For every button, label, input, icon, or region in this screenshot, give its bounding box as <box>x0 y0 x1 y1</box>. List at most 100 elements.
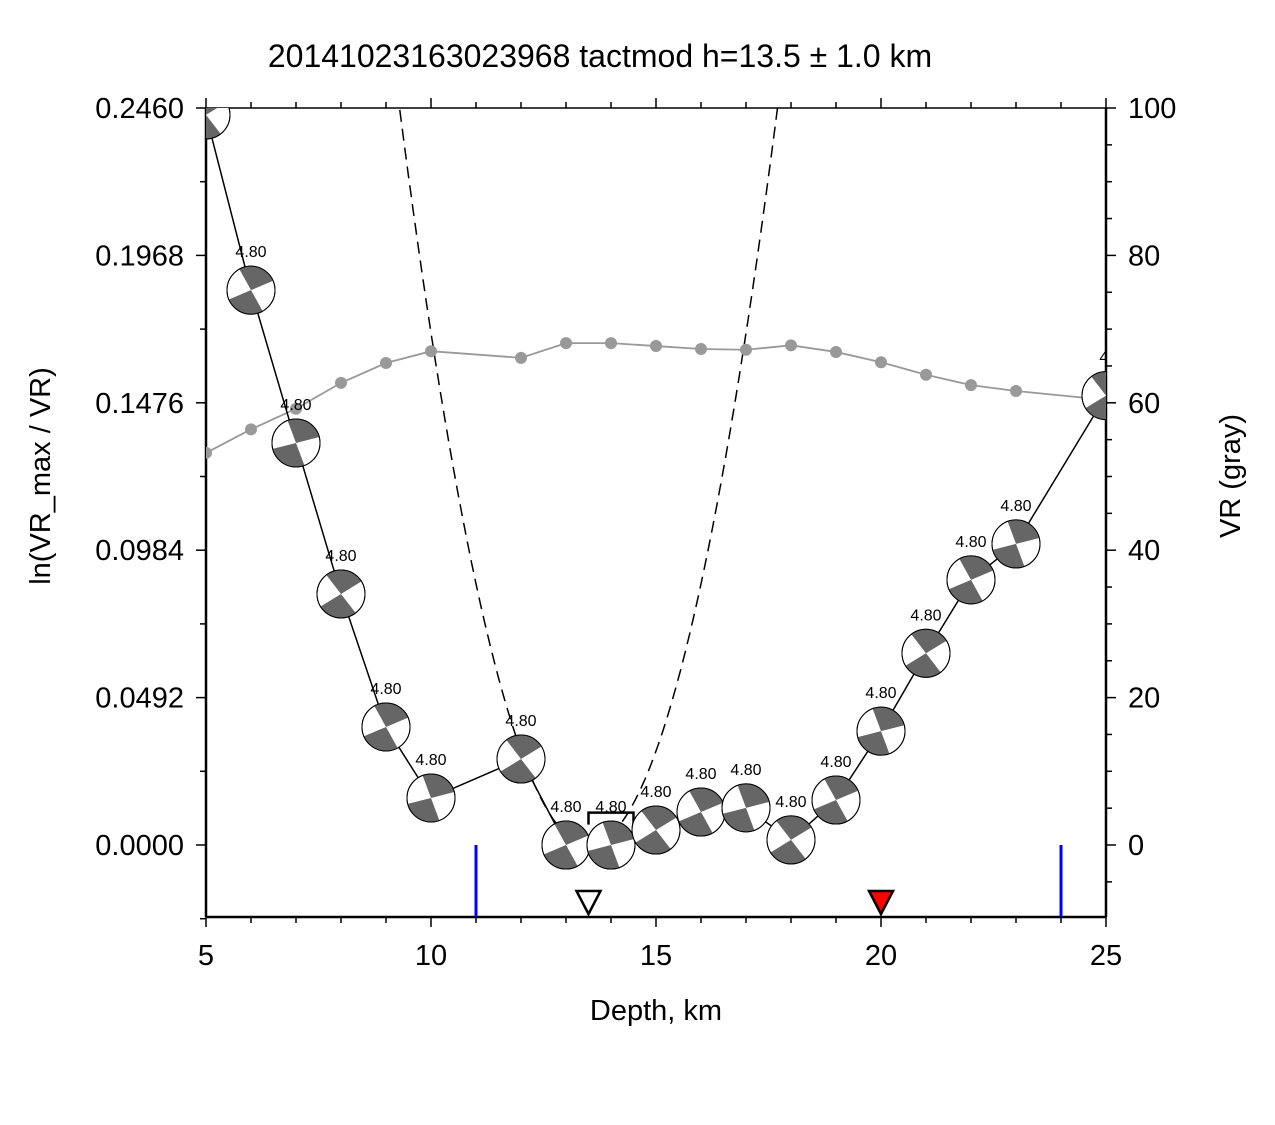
beachball-outline <box>901 628 951 678</box>
beachball-outline <box>631 805 681 855</box>
beachball-compression-quadrant <box>824 776 859 801</box>
misfit-line <box>206 114 1106 846</box>
x-tick-label: 20 <box>865 940 897 972</box>
magnitude-label: 4.80 <box>280 397 311 414</box>
vr-point <box>245 423 257 436</box>
beachball-outline <box>361 702 411 752</box>
magnitude-label: 4.80 <box>685 766 716 783</box>
y-tick-label: 0.2460 <box>95 93 184 125</box>
beachball-outline <box>271 418 321 468</box>
beachball-compression-quadrant <box>813 800 848 825</box>
beachball-outline <box>406 773 456 823</box>
magnitude-label: 4.80 <box>865 685 896 702</box>
focal-mechanism-beachball: 4.80 <box>226 244 276 315</box>
beachball-compression-quadrant <box>374 702 409 727</box>
beachball-compression-quadrant <box>641 806 677 831</box>
beachball-compression-quadrant <box>554 821 589 845</box>
beachball-compression-quadrant <box>239 266 274 291</box>
y-tick-label: 0.1476 <box>95 388 184 420</box>
focal-mechanism-beachball <box>206 108 231 140</box>
magnitude-label: 4.80 <box>955 534 986 551</box>
vr-point <box>206 446 212 459</box>
parabola-fit-line <box>398 108 779 846</box>
beachball-compression-quadrant <box>770 839 806 864</box>
x-tick-label: 10 <box>415 940 447 972</box>
magnitude-label: 4.80 <box>910 607 941 624</box>
beachball-compression-quadrant <box>543 845 578 869</box>
beachball-compression-quadrant <box>206 114 221 139</box>
focal-mechanism-beachball: 4.80 <box>721 762 771 833</box>
magnitude-label: 4.80 <box>1000 498 1031 515</box>
y-right-tick-label: 40 <box>1128 535 1160 567</box>
focal-mechanism-beachball: 4.80 <box>766 794 816 865</box>
y-axis-label: ln(VR_max / VR) <box>25 367 57 585</box>
y-axis-label-right: VR (gray) <box>1215 414 1247 538</box>
y-right-tick-label: 80 <box>1128 240 1160 272</box>
focal-mechanism-beachball: 4.80 <box>991 498 1041 569</box>
beachball-compression-quadrant <box>326 569 362 594</box>
focal-mechanism-beachball: 4.80 <box>271 397 321 468</box>
catalog-depth-triangle-marker <box>866 889 896 917</box>
beachball-outline <box>856 706 906 756</box>
beachball-compression-quadrant <box>689 788 724 813</box>
vr-point <box>740 343 752 356</box>
vr-point <box>425 345 437 358</box>
vr-point <box>875 356 887 369</box>
best-depth-triangle-marker <box>574 889 603 917</box>
focal-mechanism-beachball: 4.80 <box>541 799 591 870</box>
vr-point <box>785 339 797 352</box>
beachball-outline <box>586 820 636 870</box>
focal-mechanism-beachball: 4.80 <box>361 681 411 752</box>
focal-mechanism-beachball: 4. <box>1081 350 1112 421</box>
beachball-outline <box>226 265 276 315</box>
magnitude-label: 4.80 <box>370 681 401 698</box>
focal-mechanism-beachball: 4.80 <box>316 548 366 619</box>
beachball-outline <box>206 108 231 140</box>
beachball-compression-quadrant <box>228 290 263 315</box>
focal-mechanism-beachball: 4.80 <box>406 752 456 823</box>
focal-mechanism-beachball: 4.80 <box>856 685 906 756</box>
magnitude-label: 4.80 <box>235 244 266 261</box>
vr-point <box>605 337 617 350</box>
focal-mechanism-beachball: 4.80 <box>811 754 861 825</box>
x-tick-label: 5 <box>198 940 214 972</box>
vr-point <box>695 342 707 355</box>
beachball-outline <box>496 734 546 784</box>
magnitude-label: 4. <box>1099 350 1112 367</box>
vr-point <box>380 357 392 370</box>
y-right-tick-label: 20 <box>1128 683 1160 715</box>
beachball-compression-quadrant <box>911 629 947 654</box>
y-right-tick-label: 100 <box>1128 93 1176 125</box>
beachball-compression-quadrant <box>206 108 218 115</box>
beachball-compression-quadrant <box>948 579 983 604</box>
y-tick-label: 0.0984 <box>95 535 184 567</box>
focal-mechanism-beachball: 4.80 <box>586 799 636 870</box>
beachball-compression-quadrant <box>506 735 542 760</box>
y-tick-label: 0.0000 <box>95 830 184 862</box>
vr-point <box>920 368 932 381</box>
beachball-outline <box>991 519 1041 569</box>
focal-mechanism-beachball: 4.80 <box>901 607 951 678</box>
vr-point <box>1010 385 1022 398</box>
magnitude-label: 4.80 <box>415 752 446 769</box>
beachball-outline <box>316 569 366 619</box>
magnitude-label: 4.80 <box>595 799 626 816</box>
vr-point <box>290 402 302 415</box>
beachball-outline <box>946 555 996 605</box>
y-tick-label: 0.1968 <box>95 240 184 272</box>
y-tick-label: 0.0492 <box>95 683 184 715</box>
focal-mechanism-beachball: 4.80 <box>631 784 681 855</box>
beachball-outline <box>811 775 861 825</box>
vr-point <box>560 337 572 350</box>
focal-mechanism-beachball: 4.80 <box>676 766 726 837</box>
vr-point <box>335 376 347 389</box>
x-axis-label: Depth, km <box>590 995 722 1027</box>
vr-point <box>650 340 662 353</box>
beachball-compression-quadrant <box>776 815 812 840</box>
y-right-tick-label: 60 <box>1128 388 1160 420</box>
beachball-compression-quadrant <box>1091 371 1106 396</box>
vr-point <box>515 351 527 364</box>
vr-point <box>965 379 977 392</box>
y-right-tick-label: 0 <box>1128 830 1144 862</box>
